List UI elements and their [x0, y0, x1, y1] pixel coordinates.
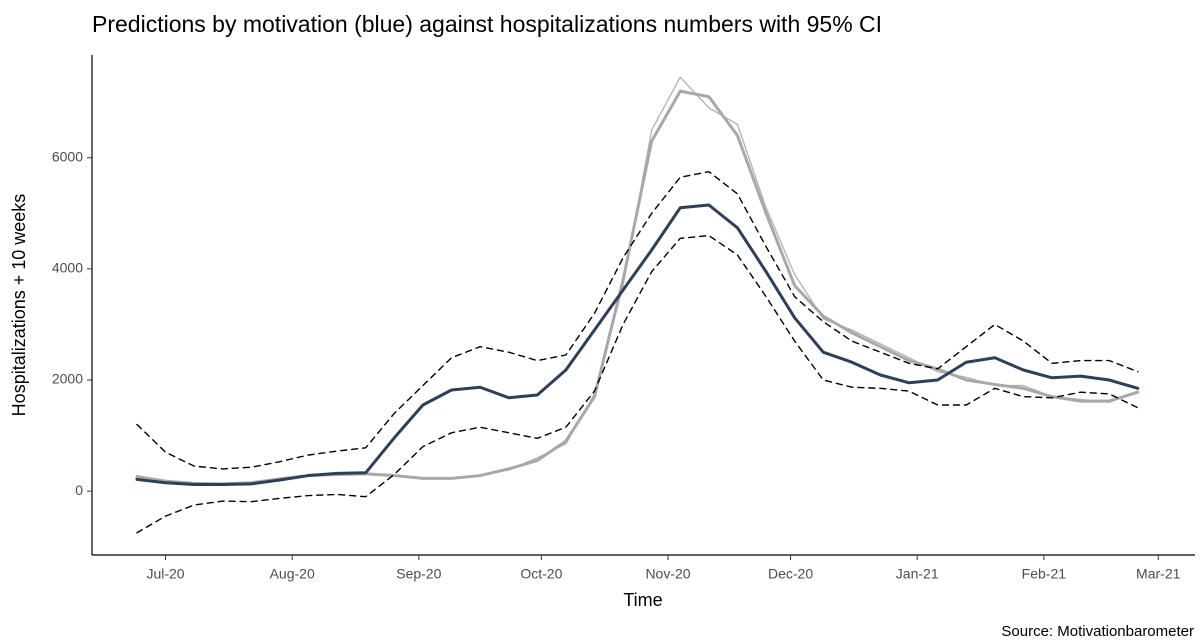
line: [136, 76, 1139, 486]
x-tick-label: Aug-20: [270, 566, 315, 582]
chart-title: Predictions by motivation (blue) against…: [92, 11, 882, 37]
x-tick-label: Jul-20: [146, 566, 184, 582]
caption: Source: Motivationbarometer: [1001, 623, 1194, 640]
y-tick-label: 6000: [52, 148, 83, 164]
x-tick-label: Jan-21: [896, 566, 939, 582]
x-tick-label: Nov-20: [645, 566, 690, 582]
line: [136, 170, 1139, 470]
y-tick-label: 4000: [52, 260, 83, 276]
x-tick-label: Dec-20: [768, 566, 813, 582]
y-tick-label: 0: [75, 482, 83, 498]
y-axis-label: Hospitalizations + 10 weeks: [9, 194, 29, 417]
line: [135, 89, 1140, 486]
line: [135, 203, 1140, 486]
x-tick-label: Mar-21: [1136, 566, 1181, 582]
x-tick-label: Sep-20: [396, 566, 441, 582]
x-tick-label: Oct-20: [520, 566, 562, 582]
x-tick-label: Feb-21: [1022, 566, 1067, 582]
line: [136, 234, 1139, 534]
x-axis-label: Time: [623, 590, 662, 610]
y-tick-label: 2000: [52, 371, 83, 387]
